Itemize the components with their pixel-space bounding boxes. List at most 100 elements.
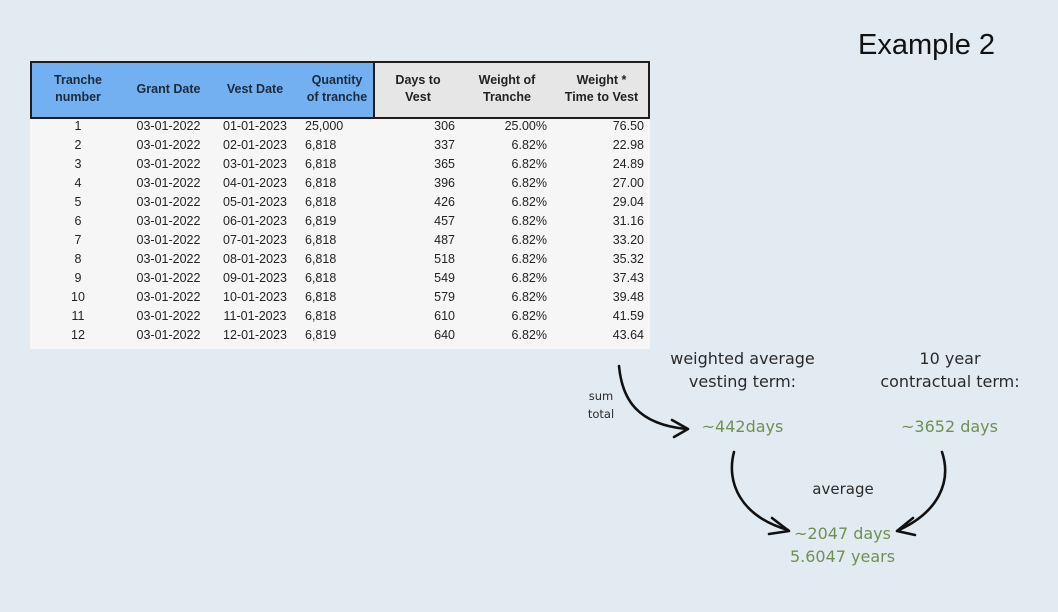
cell-days-to-vest: 549	[434, 271, 455, 285]
table-header-row: Tranche number Grant Date Vest Date Quant…	[30, 61, 650, 117]
cell-days-to-vest: 457	[434, 214, 455, 228]
average-label: average	[812, 480, 874, 498]
cell-grant-date: 03-01-2022	[136, 157, 201, 171]
contractual-term-label: 10 year contractual term:	[880, 349, 1020, 391]
cell-tranche-number: 4	[74, 176, 82, 190]
contractual-term-value: ~3652 days	[901, 417, 998, 436]
cell-weight: 6.82%	[511, 195, 547, 209]
cell-weighted-time: 24.89	[612, 157, 644, 171]
cell-weighted-time: 31.16	[612, 214, 644, 228]
page-title: Example 2	[858, 29, 996, 61]
cell-days-to-vest: 640	[434, 328, 455, 342]
cell-vest-date: 04-01-2023	[223, 176, 287, 190]
column-header-quantity: Quantity of tranche	[299, 61, 375, 117]
cell-grant-date: 03-01-2022	[136, 290, 201, 304]
cell-weight: 6.82%	[511, 214, 547, 228]
cell-quantity: 6,819	[305, 328, 337, 342]
cell-weighted-time: 29.04	[612, 195, 644, 209]
cell-days-to-vest: 365	[434, 157, 455, 171]
cell-tranche-number: 9	[74, 271, 82, 285]
column-header-days-to-vest: Days to Vest	[375, 61, 461, 117]
cell-grant-date: 03-01-2022	[136, 195, 201, 209]
tranche-table: Tranche number Grant Date Vest Date Quant…	[30, 61, 650, 345]
result-block: ~2047 days 5.6047 years	[770, 522, 915, 568]
cell-vest-date: 03-01-2023	[223, 157, 287, 171]
cell-tranche-number: 3	[74, 157, 82, 171]
cell-weighted-time: 39.48	[612, 290, 644, 304]
cell-grant-date: 03-01-2022	[136, 309, 201, 323]
cell-tranche-number: 11	[71, 309, 85, 323]
cell-weighted-time: 76.50	[612, 119, 644, 133]
cell-days-to-vest: 426	[434, 195, 455, 209]
sum-total-label: sum total	[587, 389, 615, 421]
table-row: 3 03-01-2022 03-01-2023 6,818 365 6.82% 24.89	[30, 155, 650, 174]
table-row: 4 03-01-2022 04-01-2023 6,818 396 6.82% 27.00	[30, 174, 650, 193]
cell-vest-date: 11-01-2023	[223, 309, 287, 323]
cell-quantity: 6,818	[305, 138, 337, 152]
result-days: ~2047 days	[794, 524, 891, 543]
cell-tranche-number: 2	[74, 138, 82, 152]
column-header-tranche-number: Tranche number	[30, 61, 126, 117]
table-row: 2 03-01-2022 02-01-2023 6,818 337 6.82% 22.98	[30, 136, 650, 155]
cell-quantity: 6,818	[305, 271, 337, 285]
cell-weight: 6.82%	[511, 252, 547, 266]
cell-weight: 6.82%	[511, 271, 547, 285]
cell-tranche-number: 5	[74, 195, 82, 209]
cell-grant-date: 03-01-2022	[136, 252, 201, 266]
table-row: 5 03-01-2022 05-01-2023 6,818 426 6.82% 29.04	[30, 193, 650, 212]
cell-weighted-time: 37.43	[612, 271, 644, 285]
column-header-weighted-time: Weight * Time to Vest	[553, 61, 650, 117]
table-row: 10 03-01-2022 10-01-2023 6,818 579 6.82% 39.48	[30, 288, 650, 307]
cell-weight: 6.82%	[511, 328, 547, 342]
weighted-average-value: ~442days	[701, 417, 784, 436]
cell-weighted-time: 43.64	[612, 328, 644, 342]
cell-vest-date: 07-01-2023	[223, 233, 287, 247]
cell-weighted-time: 22.98	[612, 138, 644, 152]
cell-quantity: 6,818	[305, 195, 337, 209]
cell-weighted-time: 33.20	[612, 233, 644, 247]
cell-tranche-number: 10	[71, 290, 85, 304]
cell-grant-date: 03-01-2022	[136, 176, 201, 190]
cell-quantity: 6,818	[305, 176, 337, 190]
table-row: 9 03-01-2022 09-01-2023 6,818 549 6.82% 37.43	[30, 269, 650, 288]
cell-weight: 25.00%	[504, 119, 547, 133]
cell-days-to-vest: 337	[434, 138, 455, 152]
cell-quantity: 25,000	[305, 119, 344, 133]
weighted-average-label: weighted average vesting term:	[670, 349, 815, 391]
column-header-weight: Weight of Tranche	[461, 61, 553, 117]
column-header-grant-date: Grant Date	[126, 61, 211, 117]
cell-days-to-vest: 487	[434, 233, 455, 247]
cell-vest-date: 10-01-2023	[223, 290, 287, 304]
left-average-arrowhead	[767, 516, 791, 536]
cell-tranche-number: 8	[74, 252, 82, 266]
table-row: 6 03-01-2022 06-01-2023 6,819 457 6.82% 31.16	[30, 212, 650, 231]
cell-days-to-vest: 396	[434, 176, 455, 190]
cell-grant-date: 03-01-2022	[136, 119, 201, 133]
result-years: 5.6047 years	[789, 547, 896, 566]
cell-tranche-number: 12	[71, 328, 85, 342]
cell-tranche-number: 7	[74, 233, 82, 247]
table-row: 1 03-01-2022 01-01-2023 25,000 306 25.00% 76.5…	[30, 117, 650, 136]
table-row: 11 03-01-2022 11-01-2023 6,818 610 6.82% 41.59	[30, 307, 650, 326]
column-header-vest-date: Vest Date	[211, 61, 299, 117]
sum-arrow	[617, 364, 688, 431]
cell-vest-date: 02-01-2023	[223, 138, 287, 152]
cell-vest-date: 09-01-2023	[223, 271, 287, 285]
left-average-arrow	[730, 450, 790, 532]
cell-tranche-number: 1	[74, 119, 82, 133]
cell-days-to-vest: 518	[434, 252, 455, 266]
cell-weighted-time: 41.59	[612, 309, 644, 323]
table-row: 12 03-01-2022 12-01-2023 6,819 640 6.82% 43.64	[30, 326, 650, 345]
sum-arrowhead	[670, 418, 690, 439]
table-row: 7 03-01-2022 07-01-2023 6,818 487 6.82% 33.20	[30, 231, 650, 250]
right-average-arrowhead	[895, 516, 917, 537]
cell-vest-date: 01-01-2023	[223, 119, 287, 133]
cell-vest-date: 05-01-2023	[223, 195, 287, 209]
cell-quantity: 6,818	[305, 233, 337, 247]
cell-quantity: 6,819	[305, 214, 337, 228]
cell-grant-date: 03-01-2022	[136, 233, 201, 247]
cell-quantity: 6,818	[305, 157, 337, 171]
table-row: 8 03-01-2022 08-01-2023 6,818 518 6.82% 35.32	[30, 250, 650, 269]
cell-quantity: 6,818	[305, 290, 337, 304]
